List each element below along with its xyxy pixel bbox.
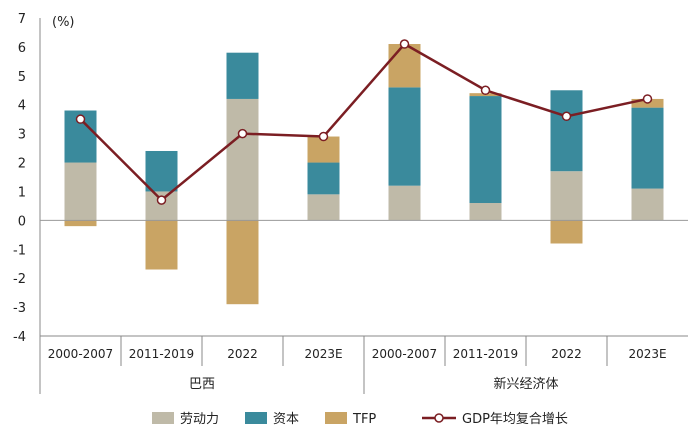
- bar-segment: [469, 203, 502, 221]
- x-category-label: 2011-2019: [129, 347, 194, 361]
- bar-segment: [307, 162, 340, 195]
- gdp-growth-point: [642, 94, 653, 104]
- x-category-label: 2022: [551, 347, 582, 361]
- x-category-label: 2011-2019: [453, 347, 518, 361]
- gdp-growth-point: [156, 195, 167, 205]
- legend-label: 资本: [273, 412, 299, 427]
- x-category-label: 2023E: [628, 347, 666, 361]
- legend-swatch: [245, 412, 267, 424]
- x-category-label: 2000-2007: [48, 347, 113, 361]
- y-tick-label: -3: [13, 301, 26, 316]
- y-tick-label: 7: [18, 12, 26, 27]
- legend-label: TFP: [352, 412, 376, 427]
- legend-swatch: [325, 412, 347, 424]
- y-tick-label: -4: [13, 330, 26, 345]
- x-category-label: 2022: [227, 347, 258, 361]
- y-tick-label: 6: [18, 41, 26, 56]
- bar-segment: [226, 220, 259, 305]
- bar-segment: [631, 188, 664, 221]
- legend-swatch: [152, 412, 174, 424]
- legend-line-marker: [434, 413, 444, 423]
- bar-segment: [145, 220, 178, 270]
- y-tick-label: 4: [18, 99, 26, 114]
- y-unit-label: (%): [52, 15, 75, 30]
- gdp-growth-line: [79, 42, 648, 202]
- bar-segment: [64, 220, 97, 227]
- gdp-growth-point: [561, 111, 572, 122]
- y-tick-label: 1: [18, 185, 26, 200]
- y-tick-label: 5: [18, 70, 26, 85]
- bar-segment: [550, 171, 583, 221]
- y-tick-label: -2: [13, 272, 26, 287]
- gdp-growth-point: [318, 131, 329, 142]
- x-group-label: 新兴经济体: [493, 376, 558, 392]
- bar-segment: [64, 162, 97, 221]
- gdp-growth-point: [75, 114, 86, 124]
- y-tick-label: -1: [13, 243, 26, 258]
- bar-segment: [226, 52, 259, 99]
- bar-segment: [307, 194, 340, 221]
- bar-segment: [388, 185, 421, 221]
- x-category-label: 2023E: [304, 347, 342, 361]
- legend-label: 劳动力: [180, 411, 219, 427]
- bar-segment: [631, 107, 664, 189]
- bar-segment: [550, 90, 583, 172]
- bar-segment: [550, 220, 583, 244]
- y-tick-label: 0: [18, 214, 26, 229]
- x-category-label: 2000-2007: [372, 347, 437, 361]
- gdp-growth-point: [399, 39, 410, 49]
- bar-segment: [469, 96, 502, 204]
- gdp-growth-point: [237, 128, 248, 139]
- legend-label: GDP年均复合增长: [462, 412, 568, 427]
- bar-segment: [226, 98, 259, 221]
- bar-segment: [388, 87, 421, 186]
- gdp-growth-point: [480, 85, 491, 96]
- y-tick-label: 2: [18, 157, 26, 172]
- y-tick-label: 3: [18, 128, 26, 143]
- bar-segment: [145, 150, 178, 192]
- x-group-label: 巴西: [189, 377, 215, 392]
